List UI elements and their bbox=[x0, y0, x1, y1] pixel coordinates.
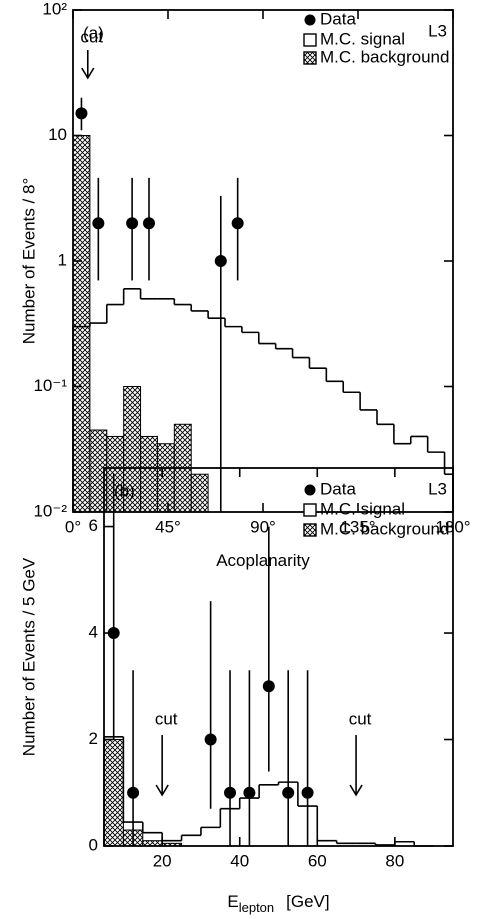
data-point bbox=[282, 786, 295, 799]
y-tick-label: 2 bbox=[89, 729, 98, 748]
panel-label: (b) bbox=[114, 481, 135, 500]
data-point bbox=[262, 680, 275, 693]
x-axis-label: Acoplanarity bbox=[216, 551, 310, 570]
x-axis-label-unit: [GeV] bbox=[286, 892, 329, 911]
legend-marker bbox=[304, 14, 316, 26]
background-bar bbox=[103, 739, 124, 847]
x-tick-label: 20 bbox=[153, 851, 172, 870]
data-point bbox=[231, 217, 244, 230]
legend-label: M.C. background bbox=[320, 519, 449, 538]
data-point bbox=[214, 255, 227, 267]
x-tick-label: 40 bbox=[230, 851, 249, 870]
cut-label: cut bbox=[349, 709, 372, 728]
cut-arrowhead bbox=[81, 67, 95, 80]
x-tick-label: 0° bbox=[65, 517, 81, 536]
legend-label: M.C. background bbox=[320, 47, 449, 66]
x-axis-label-main: Acoplanarity bbox=[216, 551, 310, 570]
data-point bbox=[75, 107, 88, 120]
y-tick-label: 4 bbox=[89, 623, 98, 642]
x-tick-label: 80 bbox=[385, 851, 404, 870]
y-tick-label: 10² bbox=[42, 0, 67, 18]
legend-marker bbox=[303, 523, 317, 537]
data-point bbox=[92, 217, 105, 230]
legend-label: M.C. signal bbox=[320, 499, 405, 518]
legend-marker bbox=[303, 503, 317, 517]
y-tick-label: 0 bbox=[89, 835, 98, 854]
y-tick-label: 1 bbox=[58, 250, 67, 269]
background-bar bbox=[190, 473, 209, 513]
data-point bbox=[107, 627, 120, 640]
x-axis-label-sub: lepton bbox=[239, 900, 274, 915]
background-bar bbox=[140, 435, 158, 513]
legend-marker bbox=[304, 484, 316, 496]
background-bar bbox=[106, 435, 125, 513]
cut-arrowhead bbox=[155, 784, 169, 797]
y-tick-label: 10⁻¹ bbox=[33, 376, 67, 395]
cut-arrowhead bbox=[349, 784, 363, 797]
x-tick-label: 45° bbox=[155, 517, 181, 536]
cut-label: cut bbox=[80, 27, 103, 46]
background-bar bbox=[156, 443, 175, 513]
experiment-label: L3 bbox=[428, 479, 447, 498]
legend-label: Data bbox=[320, 479, 356, 498]
x-axis-label: Elepton [GeV] bbox=[227, 892, 329, 915]
cut-label: cut bbox=[155, 709, 178, 728]
y-axis-label: Number of Events / 5 GeV bbox=[19, 557, 38, 756]
x-tick-label: 135° bbox=[340, 517, 375, 536]
legend-marker bbox=[303, 51, 317, 65]
y-tick-label: 10⁻² bbox=[33, 501, 67, 520]
panel-label: (a) bbox=[83, 23, 104, 42]
data-point bbox=[127, 786, 140, 799]
data-point bbox=[301, 786, 314, 799]
data-point bbox=[224, 786, 237, 799]
data-point bbox=[126, 217, 139, 230]
legend-label: Data bbox=[320, 9, 356, 28]
y-tick-label: 10 bbox=[48, 125, 67, 144]
plot-frame bbox=[103, 467, 454, 847]
experiment-label: L3 bbox=[428, 21, 447, 40]
x-tick-label: 60 bbox=[308, 851, 327, 870]
legend-label: M.C. signal bbox=[320, 29, 405, 48]
data-point bbox=[243, 786, 256, 799]
y-tick-label: 6 bbox=[89, 516, 98, 535]
data-point bbox=[143, 217, 155, 230]
y-axis-label: Number of Events / 8° bbox=[19, 178, 38, 344]
x-axis-label-main: E bbox=[227, 892, 238, 911]
background-bar bbox=[72, 135, 91, 513]
data-point bbox=[204, 733, 217, 746]
legend-marker bbox=[303, 33, 317, 47]
x-tick-label: 90° bbox=[250, 517, 276, 536]
